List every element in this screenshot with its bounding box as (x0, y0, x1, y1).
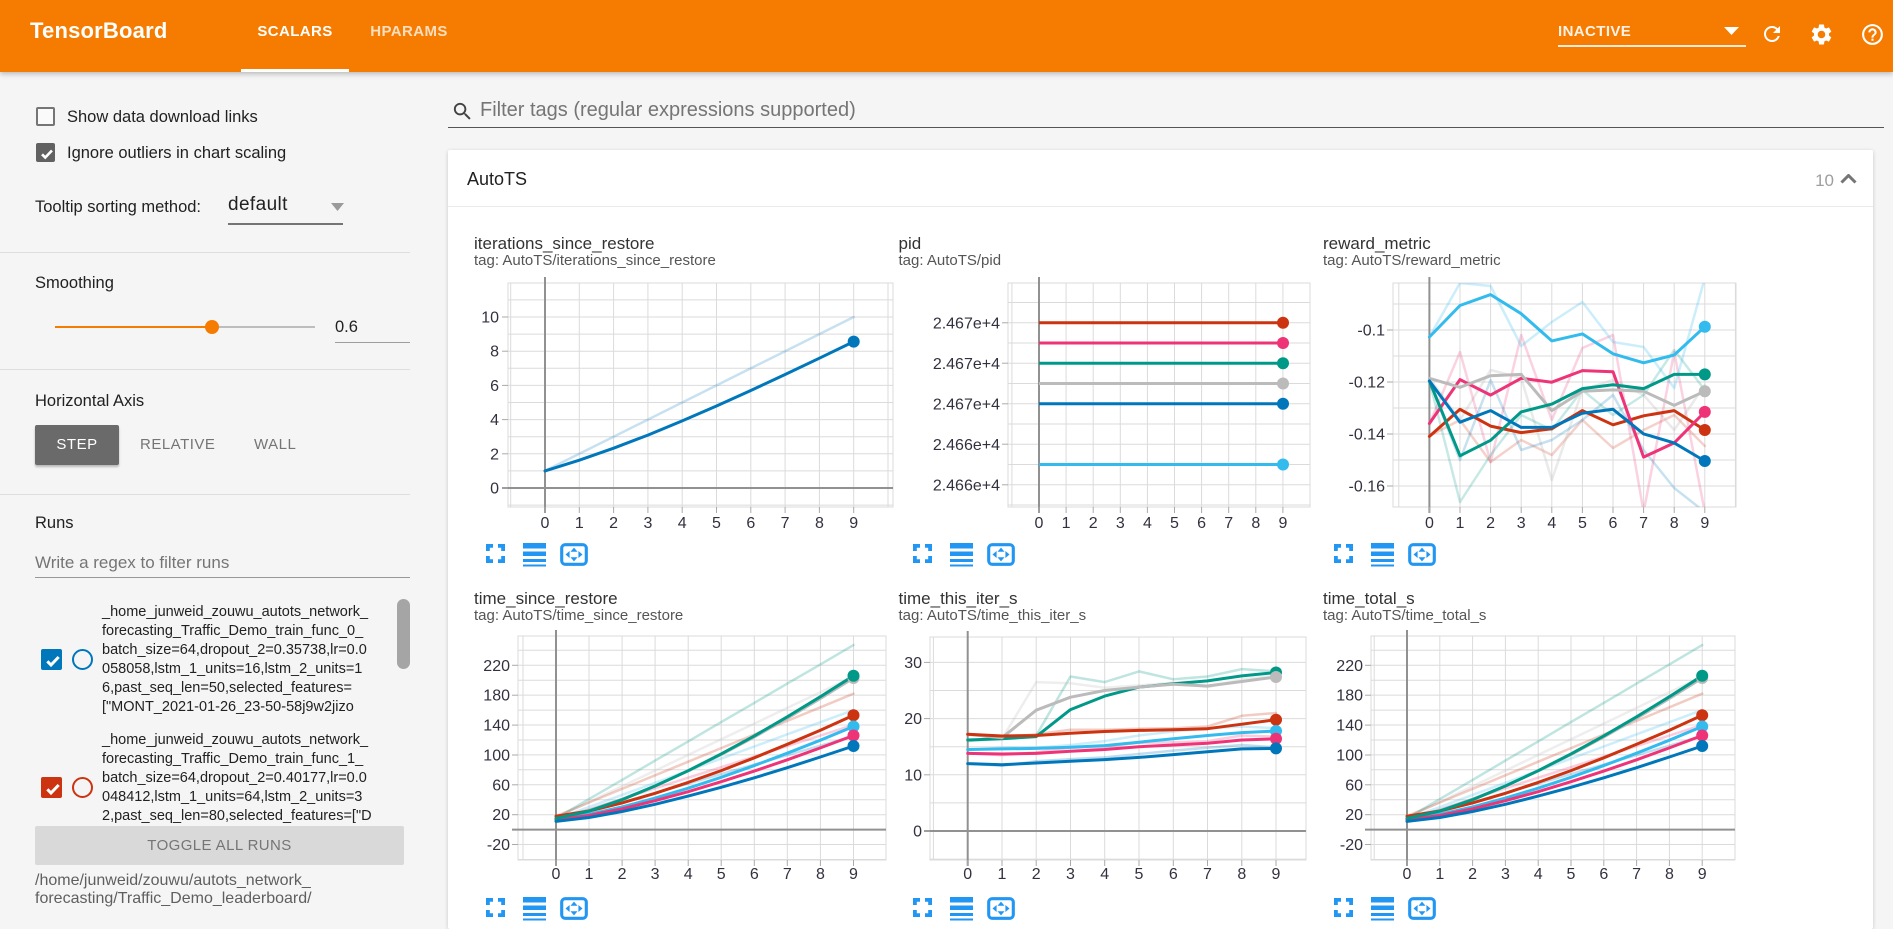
svg-text:5: 5 (1135, 866, 1144, 883)
svg-text:140: 140 (483, 718, 510, 735)
svg-text:9: 9 (1700, 515, 1709, 532)
svg-text:1: 1 (1435, 866, 1444, 883)
svg-text:7: 7 (1639, 515, 1648, 532)
svg-text:30: 30 (904, 655, 922, 672)
svg-text:6: 6 (1197, 515, 1206, 532)
svg-text:6: 6 (490, 378, 499, 395)
svg-text:2: 2 (1089, 515, 1098, 532)
svg-text:0: 0 (541, 515, 550, 532)
svg-text:0: 0 (490, 481, 499, 498)
svg-text:1: 1 (1456, 515, 1465, 532)
svg-text:5: 5 (1170, 515, 1179, 532)
svg-text:3: 3 (1517, 515, 1526, 532)
svg-text:7: 7 (1203, 866, 1212, 883)
svg-text:180: 180 (1336, 688, 1363, 705)
svg-text:2: 2 (618, 866, 627, 883)
svg-text:6: 6 (750, 866, 759, 883)
svg-text:1: 1 (585, 866, 594, 883)
svg-text:60: 60 (1345, 777, 1363, 794)
svg-text:6: 6 (1599, 866, 1608, 883)
svg-text:8: 8 (1665, 866, 1674, 883)
svg-text:-20: -20 (1340, 837, 1363, 854)
svg-text:2.467e+4: 2.467e+4 (933, 396, 1000, 413)
svg-text:2: 2 (1032, 866, 1041, 883)
svg-text:6: 6 (1609, 515, 1618, 532)
svg-text:4: 4 (1547, 515, 1556, 532)
svg-text:20: 20 (492, 807, 510, 824)
svg-text:20: 20 (904, 711, 922, 728)
svg-text:4: 4 (684, 866, 693, 883)
svg-text:2: 2 (490, 446, 499, 463)
svg-text:8: 8 (1251, 515, 1260, 532)
svg-text:100: 100 (483, 748, 510, 765)
svg-text:4: 4 (1534, 866, 1543, 883)
svg-text:0: 0 (1035, 515, 1044, 532)
svg-text:0: 0 (963, 866, 972, 883)
svg-text:4: 4 (1143, 515, 1152, 532)
svg-text:220: 220 (483, 658, 510, 675)
svg-text:7: 7 (781, 515, 790, 532)
svg-text:2.466e+4: 2.466e+4 (933, 437, 1000, 454)
svg-text:2: 2 (1468, 866, 1477, 883)
svg-text:7: 7 (1632, 866, 1641, 883)
svg-text:1: 1 (1062, 515, 1071, 532)
svg-text:9: 9 (849, 866, 858, 883)
svg-text:8: 8 (1670, 515, 1679, 532)
svg-text:2.467e+4: 2.467e+4 (933, 315, 1000, 332)
svg-text:0: 0 (1425, 515, 1434, 532)
svg-text:9: 9 (1278, 515, 1287, 532)
svg-text:6: 6 (746, 515, 755, 532)
svg-text:4: 4 (678, 515, 687, 532)
svg-text:8: 8 (816, 866, 825, 883)
svg-text:5: 5 (712, 515, 721, 532)
svg-text:9: 9 (1272, 866, 1281, 883)
svg-text:3: 3 (651, 866, 660, 883)
svg-text:20: 20 (1345, 807, 1363, 824)
svg-text:5: 5 (1567, 866, 1576, 883)
svg-text:3: 3 (1501, 866, 1510, 883)
svg-text:7: 7 (783, 866, 792, 883)
svg-text:9: 9 (849, 515, 858, 532)
svg-text:1: 1 (575, 515, 584, 532)
svg-text:10: 10 (481, 310, 499, 327)
svg-text:8: 8 (1237, 866, 1246, 883)
svg-text:0: 0 (552, 866, 561, 883)
svg-text:10: 10 (904, 767, 922, 784)
svg-text:8: 8 (815, 515, 824, 532)
svg-text:4: 4 (1100, 866, 1109, 883)
svg-text:-20: -20 (487, 837, 510, 854)
svg-text:7: 7 (1224, 515, 1233, 532)
svg-text:3: 3 (643, 515, 652, 532)
svg-text:5: 5 (1578, 515, 1587, 532)
svg-text:3: 3 (1116, 515, 1125, 532)
svg-text:0: 0 (913, 824, 922, 841)
svg-text:5: 5 (717, 866, 726, 883)
svg-text:1: 1 (998, 866, 1007, 883)
svg-text:220: 220 (1336, 658, 1363, 675)
svg-text:0: 0 (1403, 866, 1412, 883)
svg-text:2.466e+4: 2.466e+4 (933, 477, 1000, 494)
svg-text:9: 9 (1698, 866, 1707, 883)
svg-text:3: 3 (1066, 866, 1075, 883)
svg-text:180: 180 (483, 688, 510, 705)
svg-text:2.467e+4: 2.467e+4 (933, 356, 1000, 373)
svg-text:140: 140 (1336, 718, 1363, 735)
svg-text:8: 8 (490, 344, 499, 361)
svg-text:-0.16: -0.16 (1349, 479, 1386, 496)
svg-text:-0.14: -0.14 (1349, 427, 1386, 444)
svg-text:6: 6 (1169, 866, 1178, 883)
svg-text:-0.1: -0.1 (1357, 323, 1385, 340)
svg-text:2: 2 (609, 515, 618, 532)
svg-text:2: 2 (1486, 515, 1495, 532)
svg-text:-0.12: -0.12 (1349, 375, 1386, 392)
svg-text:100: 100 (1336, 748, 1363, 765)
svg-text:4: 4 (490, 412, 499, 429)
svg-text:60: 60 (492, 777, 510, 794)
